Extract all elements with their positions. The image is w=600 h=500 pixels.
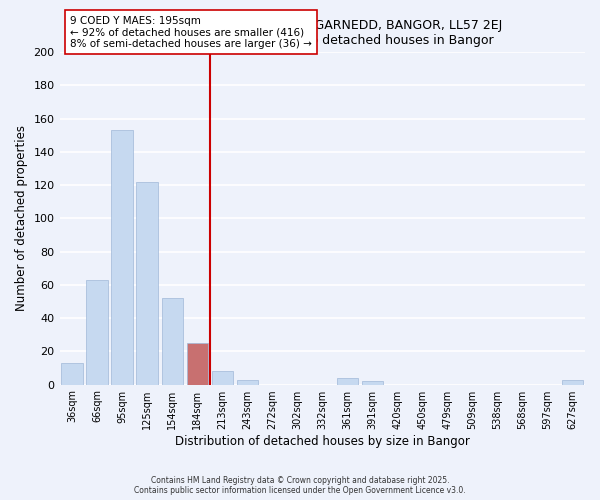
Text: 9 COED Y MAES: 195sqm
← 92% of detached houses are smaller (416)
8% of semi-deta: 9 COED Y MAES: 195sqm ← 92% of detached …: [70, 16, 312, 48]
X-axis label: Distribution of detached houses by size in Bangor: Distribution of detached houses by size …: [175, 434, 470, 448]
Bar: [136, 182, 158, 384]
Bar: [337, 378, 358, 384]
Bar: [362, 382, 383, 384]
Text: Contains HM Land Registry data © Crown copyright and database right 2025.
Contai: Contains HM Land Registry data © Crown c…: [134, 476, 466, 495]
Bar: [61, 363, 83, 384]
Bar: [562, 380, 583, 384]
Title: 9, COED Y MAES, PENRHOSGARNEDD, BANGOR, LL57 2EJ
Size of property relative to de: 9, COED Y MAES, PENRHOSGARNEDD, BANGOR, …: [143, 18, 502, 46]
Y-axis label: Number of detached properties: Number of detached properties: [15, 126, 28, 312]
Bar: [86, 280, 108, 384]
Bar: [236, 380, 258, 384]
Bar: [112, 130, 133, 384]
Bar: [187, 343, 208, 384]
Bar: [161, 298, 183, 384]
Bar: [212, 372, 233, 384]
